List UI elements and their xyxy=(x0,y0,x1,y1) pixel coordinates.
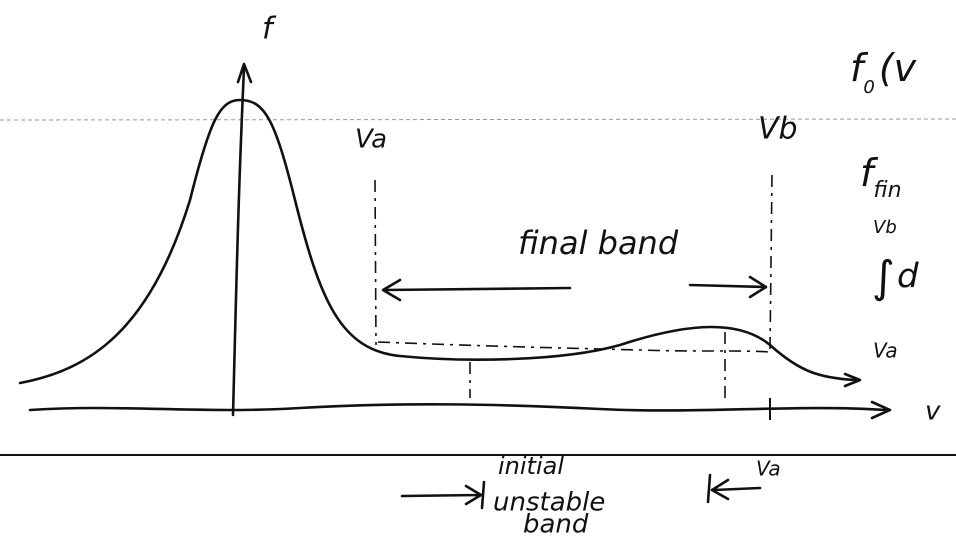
final-arrow-right xyxy=(688,275,768,299)
band-label: band xyxy=(523,510,589,540)
f0-note: f0 (v xyxy=(850,46,917,99)
v-axis xyxy=(28,403,887,412)
curve-tail xyxy=(843,372,862,388)
vb-label: Vb xyxy=(758,112,798,147)
x-axis-label: v xyxy=(925,397,941,427)
final-arrow-left xyxy=(381,278,572,302)
band-top xyxy=(377,341,771,353)
integral-lower: Va xyxy=(873,339,898,363)
integral-rest: d xyxy=(897,257,919,297)
unstable-limits xyxy=(469,332,726,398)
unstable-arrow-right xyxy=(706,473,762,504)
f0-rest: (v xyxy=(879,46,917,90)
final-band-label: final band xyxy=(518,224,679,262)
vb-line xyxy=(769,174,773,351)
va-line xyxy=(374,179,377,346)
axis-arrow xyxy=(236,62,253,84)
integral-sign: ∫ xyxy=(872,252,895,303)
va-label: Va xyxy=(355,125,387,155)
distribution-curve xyxy=(18,98,857,385)
ruled-line xyxy=(0,118,956,121)
va-bottom-label: Va xyxy=(756,457,781,481)
ffinal-sub: fin xyxy=(873,178,901,203)
axis-arrow xyxy=(870,400,892,420)
integral-upper: Vb xyxy=(873,217,897,238)
unstable-arrow-left xyxy=(400,480,486,510)
initial-label: initial xyxy=(498,452,564,480)
f-axis xyxy=(231,66,246,417)
f0-sub: 0 xyxy=(863,77,874,98)
unstable-label: unstable xyxy=(493,488,605,518)
